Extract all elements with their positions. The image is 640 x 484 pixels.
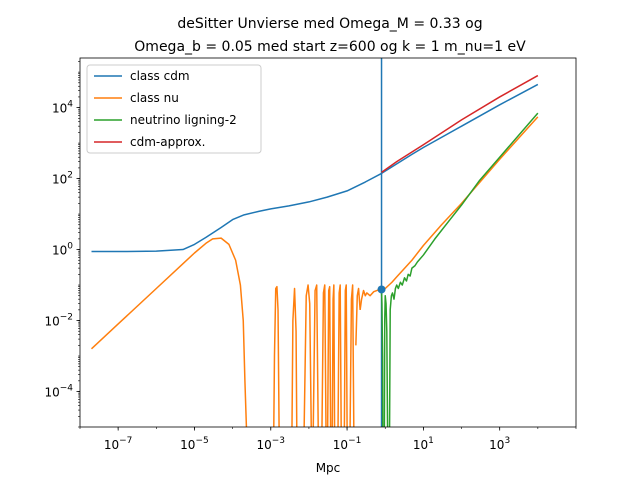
y-tick-label: 100 (52, 242, 73, 258)
legend-label-cdm-approx: cdm-approx. (130, 135, 205, 149)
legend: class cdm class nu neutrino ligning-2 cdm-a… (86, 64, 262, 154)
y-tick-label: 10−4 (44, 384, 73, 400)
x-tick-label: 10−3 (256, 436, 285, 452)
plot-frame (79, 57, 577, 428)
y-axis-ticks: 10−4 10−2 100 102 104 (44, 61, 80, 428)
y-tick-label: 104 (52, 100, 73, 116)
series-line-class-nu-segment-8 (337, 284, 342, 427)
series-line-neutrino-ligning-2-segment-0 (380, 289, 384, 427)
series-line-class-nu-segment-0 (90, 237, 248, 427)
series-line-neutrino-ligning-2-segment-1 (383, 294, 389, 427)
legend-box (86, 64, 262, 154)
series-line-class-nu-segment-6 (326, 285, 332, 427)
series-line-class-nu-segment-11 (355, 287, 361, 346)
x-tick-label: 101 (413, 436, 434, 452)
legend-label-class-nu: class nu (130, 91, 179, 105)
series-line-class-nu-segment-1 (273, 285, 280, 427)
chart-title-line1: deSitter Unvierse med Omega_M = 0.33 og (177, 16, 482, 32)
series-line-class-cdm-segment-0 (91, 83, 539, 253)
chart-title-line2: Omega_b = 0.05 med start z=600 og k = 1 … (134, 39, 526, 55)
series-line-class-nu-segment-4 (312, 284, 319, 427)
x-axis-ticks: 10−7 10−5 10−3 10−1 101 103 (79, 427, 577, 452)
x-tick-label: 10−1 (333, 436, 362, 452)
x-axis-label: Mpc (316, 461, 341, 475)
series-line-class-nu-segment-2 (291, 287, 298, 427)
series-line-class-nu-segment-9 (343, 284, 348, 427)
series-neutrino-ligning-2 (380, 112, 539, 427)
series-class-cdm (91, 83, 539, 253)
series-cdm-approx (381, 74, 539, 173)
legend-label-neutrino-ligning-2: neutrino ligning-2 (130, 113, 237, 127)
series-line-class-nu-segment-10 (349, 284, 355, 427)
series-line-class-nu-segment-3 (303, 284, 312, 427)
legend-label-class-cdm: class cdm (130, 69, 190, 83)
x-tick-label: 103 (489, 436, 510, 452)
series-line-class-nu-segment-5 (321, 284, 327, 427)
series-line-cdm-approx-segment-0 (381, 74, 539, 173)
x-tick-label: 10−7 (104, 436, 133, 452)
series-line-class-nu-segment-7 (331, 284, 336, 427)
series-line-neutrino-ligning-2-segment-2 (388, 112, 539, 427)
y-tick-label: 10−2 (44, 313, 73, 329)
y-tick-label: 102 (52, 171, 73, 187)
x-tick-label: 10−5 (180, 436, 209, 452)
series-layer (90, 58, 539, 427)
marker-point (377, 285, 386, 294)
